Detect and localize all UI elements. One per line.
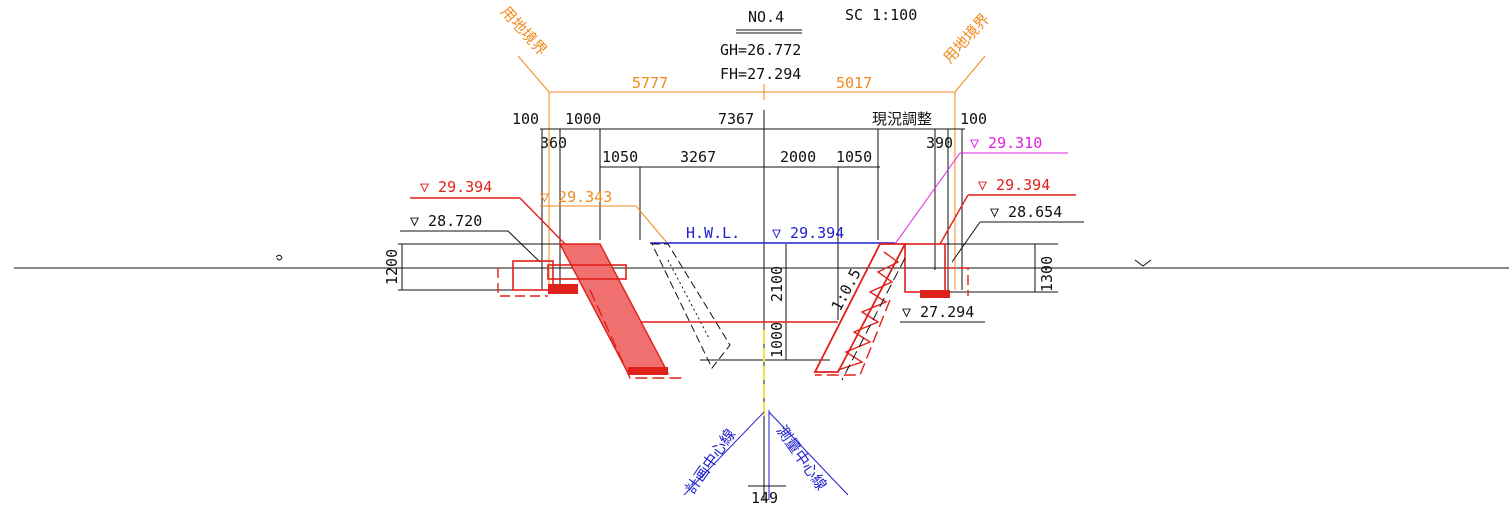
dim-390: 390 — [926, 134, 953, 152]
elev-left-black: ▽ 28.720 — [410, 212, 482, 230]
dim-left-width: 5777 — [632, 74, 668, 92]
right-retaining-wall — [813, 243, 969, 376]
plan-centerline-label: 計画中心線 — [682, 426, 740, 498]
boundary-leader-left — [517, 55, 550, 93]
elev-left-red-diag — [519, 197, 566, 245]
dim-1050-left: 1050 — [602, 148, 638, 166]
dim-2100: 2100 — [768, 266, 786, 302]
swirl-mark-icon — [275, 254, 283, 261]
gh-label: GH=26.772 — [720, 41, 801, 59]
dim-1300: 1300 — [1038, 256, 1056, 292]
dim-100-left: 100 — [512, 110, 539, 128]
elev-bottom: ▽ 27.294 — [902, 303, 974, 321]
centerline-diag-right — [768, 411, 849, 496]
note-adjust: 現況調整 — [872, 110, 932, 128]
elev-right-black: ▽ 28.654 — [990, 203, 1062, 221]
elev-left-orange-diag — [635, 205, 669, 245]
elev-left-orange: ▽ 29.343 — [540, 188, 612, 206]
survey-centerline-label: 測量中心線 — [773, 422, 831, 494]
dim-1000-vert: 1000 — [768, 322, 786, 358]
dim-360: 360 — [540, 134, 567, 152]
centerline-offset: 149 — [751, 489, 778, 507]
boundary-label-left: 用地境界 — [497, 3, 551, 60]
elev-right-red-diag — [939, 194, 969, 245]
centerline-diag-left — [683, 411, 765, 496]
elev-left-red: ▽ 29.394 — [420, 178, 492, 196]
elev-left-black-diag — [507, 230, 541, 263]
right-slope-gravel — [841, 257, 906, 381]
dim-7367: 7367 — [718, 110, 754, 128]
boundary-leader-right — [954, 55, 986, 93]
ground-mark-icon — [1134, 259, 1152, 267]
elev-right-red: ▽ 29.394 — [978, 176, 1050, 194]
slope-label: 1:0.5 — [828, 266, 865, 314]
fh-label: FH=27.294 — [720, 65, 801, 83]
dim-3267: 3267 — [680, 148, 716, 166]
elev-right-magenta-diag — [894, 152, 961, 245]
dim-1200: 1200 — [383, 249, 401, 285]
extension-lines — [541, 110, 963, 500]
dim-1050-right: 1050 — [836, 148, 872, 166]
boundary-label-right: 用地境界 — [940, 10, 994, 67]
hwl-label: H.W.L. — [686, 224, 740, 242]
left-retaining-wall — [497, 243, 685, 379]
dim-1000: 1000 — [565, 110, 601, 128]
elev-right-magenta: ▽ 29.310 — [970, 134, 1042, 152]
dim-right-width: 5017 — [836, 74, 872, 92]
dim-2000: 2000 — [780, 148, 816, 166]
scale-label: SC 1:100 — [845, 6, 917, 24]
section-number: NO.4 — [748, 8, 784, 26]
left-slope-gravel — [651, 243, 731, 369]
elev-right-black-diag — [951, 221, 981, 263]
dim-100-right: 100 — [960, 110, 987, 128]
hwl-value: ▽ 29.394 — [772, 224, 844, 242]
